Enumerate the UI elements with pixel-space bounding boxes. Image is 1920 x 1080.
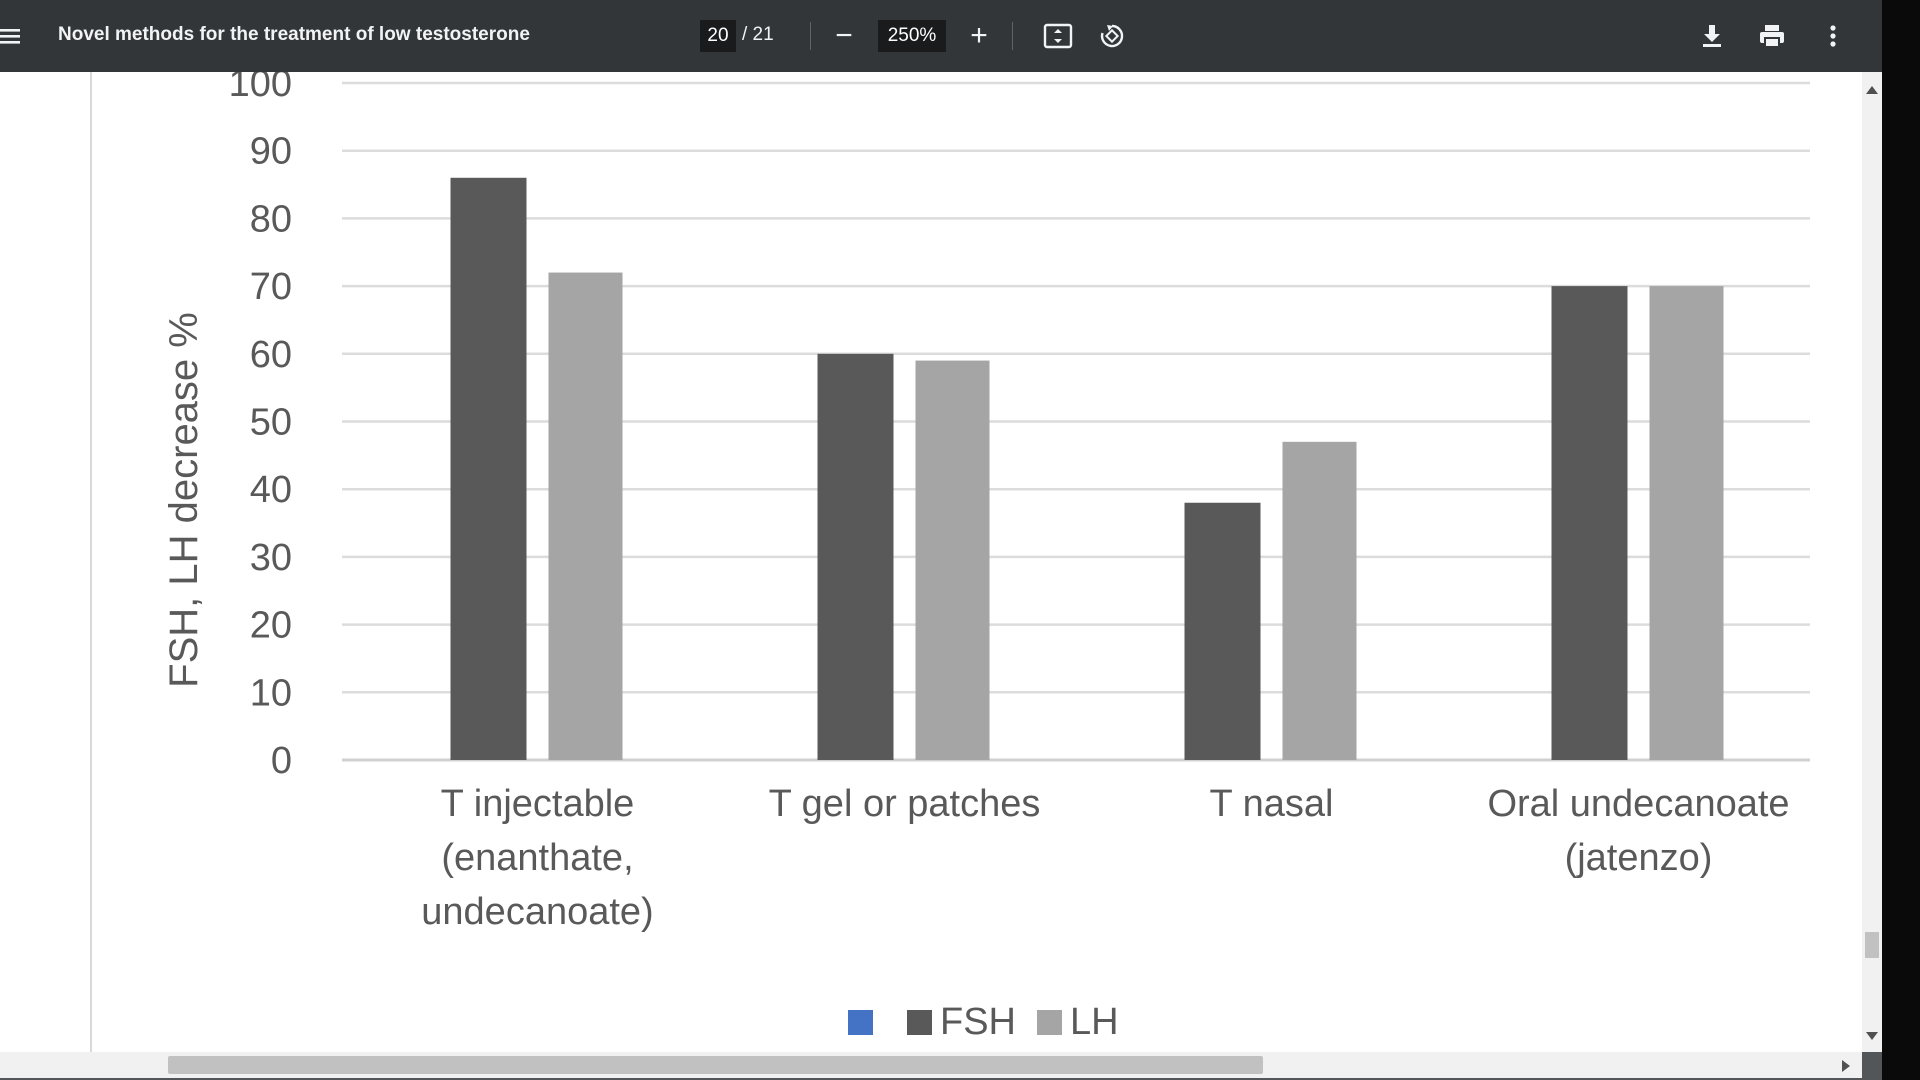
y-tick-label: 60: [250, 334, 292, 376]
vertical-scroll-thumb[interactable]: [1865, 932, 1879, 958]
y-tick-label: 90: [250, 131, 292, 173]
page-total: / 21: [742, 24, 774, 45]
x-tick-label: T nasal: [1210, 783, 1334, 825]
x-tick-line: T nasal: [1210, 783, 1334, 825]
y-tick-label: 20: [250, 605, 292, 647]
zoom-in-button[interactable]: +: [970, 19, 988, 52]
bar-lh: [548, 272, 623, 760]
bar-chart: 0 10 20 30 40 50 60 70 80 90 100 FSH, LH decrease %…: [162, 72, 1810, 1043]
x-tick-label: Oral undecanoate (jatenzo): [1487, 783, 1789, 879]
bar-lh: [1649, 286, 1724, 760]
pdf-page: 0 10 20 30 40 50 60 70 80 90 100 FSH, LH decrease %…: [0, 72, 1864, 1052]
zoom-out-button[interactable]: −: [835, 19, 853, 52]
toolbar-divider: [1012, 22, 1013, 50]
rotate-icon[interactable]: [1094, 18, 1130, 54]
x-tick-line: T gel or patches: [769, 783, 1041, 825]
document-viewer[interactable]: 0 10 20 30 40 50 60 70 80 90 100 FSH, LH decrease %…: [0, 72, 1882, 1080]
download-icon[interactable]: [1694, 18, 1730, 54]
toolbar-divider: [810, 22, 811, 50]
x-tick-label: T gel or patches: [769, 783, 1041, 825]
menu-icon[interactable]: [0, 22, 22, 50]
bar-fsh: [1184, 502, 1261, 760]
vertical-scrollbar[interactable]: [1862, 72, 1882, 1052]
y-tick-label: 50: [250, 402, 292, 444]
fit-page-icon[interactable]: [1040, 18, 1076, 54]
scroll-up-icon[interactable]: [1866, 86, 1878, 94]
y-axis-label: FSH, LH decrease %: [162, 312, 206, 688]
y-tick-label: 80: [250, 198, 292, 240]
bar-fsh: [450, 177, 527, 760]
x-tick-line: (jatenzo): [1565, 837, 1713, 879]
bar-fsh: [817, 353, 894, 760]
bar-lh: [1282, 441, 1357, 760]
horizontal-scroll-thumb[interactable]: [168, 1056, 1263, 1074]
window-edge: [1882, 0, 1920, 1080]
y-tick-label: 0: [271, 740, 292, 782]
legend-label: FSH: [940, 1001, 1016, 1043]
y-tick-label: 100: [229, 72, 292, 105]
x-tick-line: Oral undecanoate: [1487, 783, 1789, 825]
x-tick-label: T injectable (enanthate, undecanoate): [421, 783, 653, 933]
y-tick-label: 30: [250, 537, 292, 579]
print-icon[interactable]: [1754, 18, 1790, 54]
bar-lh: [915, 360, 990, 760]
x-tick-line: T injectable: [441, 783, 635, 825]
x-tick-line: (enanthate,: [441, 837, 633, 879]
legend-swatch: [907, 1010, 932, 1035]
y-tick-label: 70: [250, 266, 292, 308]
legend-swatch: [1037, 1010, 1062, 1035]
y-tick-label: 10: [250, 672, 292, 714]
bar-fsh: [1551, 286, 1628, 760]
page-left-rule: [90, 72, 92, 1052]
zoom-level-input[interactable]: 250%: [878, 20, 946, 52]
scroll-down-icon[interactable]: [1866, 1032, 1878, 1040]
y-tick-label: 40: [250, 469, 292, 511]
x-tick-line: undecanoate): [421, 891, 653, 933]
legend-label: LH: [1070, 1001, 1119, 1043]
more-vert-icon[interactable]: [1815, 18, 1851, 54]
pdf-toolbar: Novel methods for the treatment of low t…: [0, 0, 1882, 72]
legend-swatch: [848, 1010, 873, 1035]
page-number-input[interactable]: 20: [700, 20, 736, 52]
scroll-right-icon[interactable]: [1842, 1060, 1850, 1072]
document-title: Novel methods for the treatment of low t…: [58, 24, 530, 45]
horizontal-scrollbar[interactable]: [0, 1052, 1862, 1078]
